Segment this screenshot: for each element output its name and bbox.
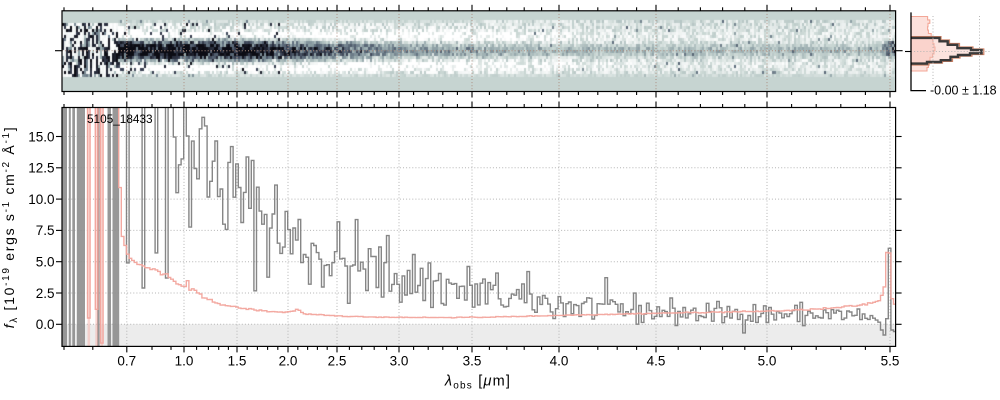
svg-text:5105_18433: 5105_18433 [87,112,153,126]
svg-text:2.0: 2.0 [279,354,298,369]
svg-text:4.5: 4.5 [647,354,666,369]
svg-text:λobs [μm]: λobs [μm] [444,374,511,392]
svg-text:-0.00 ± 1.18: -0.00 ± 1.18 [930,84,997,98]
svg-text:5.0: 5.0 [36,255,55,270]
svg-text:3.5: 3.5 [463,354,482,369]
svg-text:5.0: 5.0 [758,354,777,369]
svg-text:4.0: 4.0 [550,354,569,369]
svg-text:fλ [10-19 ergs s-1 cm-2 Å-1]: fλ [10-19 ergs s-1 cm-2 Å-1] [1,126,20,329]
svg-text:2.5: 2.5 [328,354,347,369]
svg-text:12.5: 12.5 [28,161,54,176]
svg-text:15.0: 15.0 [28,129,54,144]
svg-text:2.5: 2.5 [36,286,55,301]
svg-text:10.0: 10.0 [28,192,54,207]
svg-text:7.5: 7.5 [36,223,55,238]
svg-text:1.5: 1.5 [228,354,247,369]
svg-text:3.0: 3.0 [390,354,409,369]
svg-text:5.5: 5.5 [881,354,900,369]
svg-text:0.7: 0.7 [117,354,136,369]
svg-text:0.0: 0.0 [36,317,55,332]
svg-text:1.0: 1.0 [175,354,194,369]
